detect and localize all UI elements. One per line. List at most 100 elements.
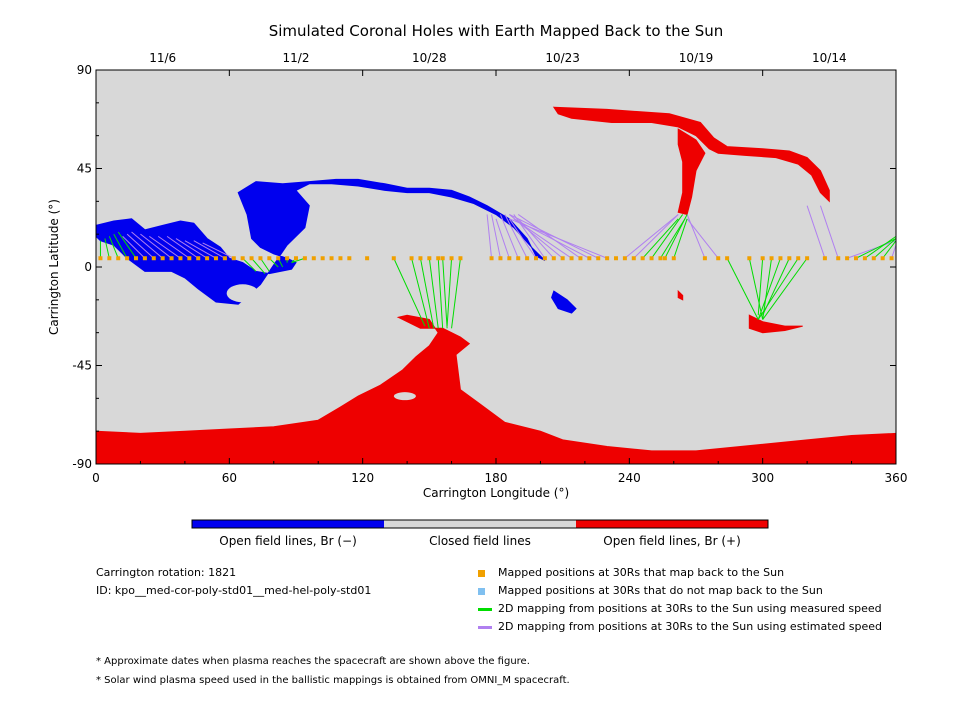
mapped-position-point bbox=[347, 256, 352, 261]
estimated-speed-mapping-line bbox=[806, 205, 826, 259]
mapped-position-point bbox=[605, 256, 610, 261]
line-swatch-icon bbox=[478, 608, 492, 611]
estimated-speed-mapping-line bbox=[166, 235, 199, 259]
measured-speed-mapping-line bbox=[757, 257, 799, 320]
positive-coronal-hole bbox=[748, 314, 803, 334]
top-date-label: 11/2 bbox=[283, 51, 310, 65]
legend-label-measured: 2D mapping from positions at 30Rs to the… bbox=[498, 602, 882, 615]
mapped-position-point bbox=[285, 256, 290, 261]
mapped-position-point bbox=[498, 256, 503, 261]
x-tick-label: 360 bbox=[885, 471, 908, 485]
estimated-speed-mapping-line bbox=[122, 235, 146, 259]
measured-speed-mapping-line bbox=[726, 258, 759, 320]
estimated-speed-mapping-line bbox=[686, 214, 706, 259]
mapped-position-point bbox=[458, 256, 463, 261]
measured-speed-mapping-line bbox=[446, 258, 453, 327]
measured-speed-mapping-line bbox=[451, 258, 461, 329]
dates-footnote: * Approximate dates when plasma reaches … bbox=[96, 656, 530, 667]
estimated-speed-mapping-line bbox=[131, 231, 163, 259]
mapped-position-point bbox=[302, 256, 307, 261]
top-date-label: 10/19 bbox=[679, 51, 714, 65]
measured-speed-mapping-line bbox=[393, 258, 426, 327]
line-swatch-icon bbox=[478, 626, 492, 629]
square-marker-icon bbox=[478, 588, 485, 595]
measured-speed-mapping-line bbox=[660, 218, 686, 259]
estimated-speed-mapping-line bbox=[193, 240, 226, 259]
mapped-position-point bbox=[338, 256, 343, 261]
estimated-speed-mapping-line bbox=[504, 214, 528, 259]
estimated-speed-mapping-line bbox=[486, 214, 493, 259]
colorbar-closed-label: Closed field lines bbox=[429, 534, 531, 548]
measured-speed-mapping-line bbox=[291, 257, 306, 264]
mapped-position-point bbox=[716, 256, 721, 261]
mapped-position-point bbox=[365, 256, 370, 261]
mapped-position-point bbox=[836, 256, 841, 261]
mapped-position-point bbox=[134, 256, 138, 261]
mapped-position-point bbox=[525, 256, 530, 261]
estimated-speed-mapping-line bbox=[157, 235, 190, 259]
mapping-lines bbox=[99, 205, 897, 329]
y-tick-label: 90 bbox=[77, 63, 92, 77]
mapped-position-point bbox=[796, 256, 801, 261]
colorbar-frame bbox=[191, 519, 769, 529]
mapped-position-point bbox=[760, 256, 765, 261]
measured-speed-mapping-line bbox=[104, 238, 110, 259]
measured-speed-mapping-line bbox=[242, 257, 257, 272]
estimated-speed-mapping-line bbox=[149, 235, 181, 259]
mapped-position-point bbox=[240, 256, 245, 261]
measured-speed-mapping-line bbox=[411, 258, 430, 329]
estimated-speed-mapping-line bbox=[517, 214, 581, 259]
carrington-rotation-text: Carrington rotation: 1821 bbox=[96, 566, 237, 579]
positive-coronal-hole bbox=[95, 314, 897, 465]
negative-coronal-hole bbox=[551, 290, 577, 314]
mapped-position-point bbox=[98, 256, 103, 261]
mapped-position-point bbox=[187, 256, 192, 261]
mapped-position-point bbox=[311, 256, 316, 261]
measured-speed-mapping-line bbox=[642, 218, 679, 259]
top-date-label: 10/23 bbox=[545, 51, 580, 65]
speed-footnote: * Solar wind plasma speed used in the ba… bbox=[96, 675, 570, 686]
measured-speed-mapping-line bbox=[260, 257, 270, 272]
top-date-label: 10/28 bbox=[412, 51, 447, 65]
x-tick-label: 240 bbox=[618, 471, 641, 485]
mapped-position-point bbox=[805, 256, 810, 261]
mapped-position-point bbox=[854, 256, 858, 261]
mapped-position-point bbox=[889, 256, 894, 261]
mapped-position-point bbox=[587, 256, 592, 261]
mapped-position-point bbox=[662, 256, 667, 261]
top-date-label: 10/14 bbox=[812, 51, 847, 65]
mapped-position-point bbox=[822, 256, 827, 261]
estimated-speed-mapping-line bbox=[175, 238, 208, 259]
mapped-position-point bbox=[205, 256, 210, 261]
mapped-position-point bbox=[489, 256, 494, 261]
mapped-position-point bbox=[845, 256, 850, 261]
measured-speed-mapping-line bbox=[419, 258, 435, 329]
measured-speed-mapping-line bbox=[762, 258, 773, 320]
y-tick-label: 45 bbox=[77, 162, 92, 176]
x-axis-label: Carrington Longitude (°) bbox=[423, 486, 569, 500]
x-tick-label: 0 bbox=[92, 471, 100, 485]
y-tick-label: 0 bbox=[84, 260, 92, 274]
axes: 0 60 120 180 240 300 360 90 45 0 -45 -90 11/6 11/2 10/… bbox=[72, 51, 907, 485]
estimated-speed-mapping-line bbox=[126, 233, 155, 259]
estimated-speed-mapping-line bbox=[819, 205, 839, 259]
colorbar-positive-label: Open field lines, Br (+) bbox=[603, 534, 741, 548]
closed-field-island bbox=[226, 284, 259, 303]
mapped-position-point bbox=[391, 256, 396, 261]
estimated-speed-mapping-line bbox=[491, 214, 501, 259]
mapped-position-point bbox=[778, 256, 783, 261]
measured-speed-mapping-line bbox=[251, 257, 266, 274]
mapped-position-point bbox=[231, 256, 236, 261]
mapped-position-point bbox=[196, 256, 201, 261]
mapped-position-point bbox=[125, 256, 130, 261]
mapped-position-point bbox=[507, 256, 512, 261]
mapped-position-point bbox=[142, 256, 147, 261]
measured-speed-mapping-line bbox=[873, 238, 897, 259]
colorbar-positive-segment bbox=[576, 520, 768, 528]
estimated-speed-mapping-line bbox=[633, 214, 679, 259]
top-date-label: 11/6 bbox=[149, 51, 176, 65]
mapped-position-point bbox=[418, 256, 423, 261]
square-marker-icon bbox=[478, 570, 485, 577]
measured-speed-mapping-line bbox=[651, 214, 684, 259]
mapped-position-point bbox=[169, 256, 174, 261]
